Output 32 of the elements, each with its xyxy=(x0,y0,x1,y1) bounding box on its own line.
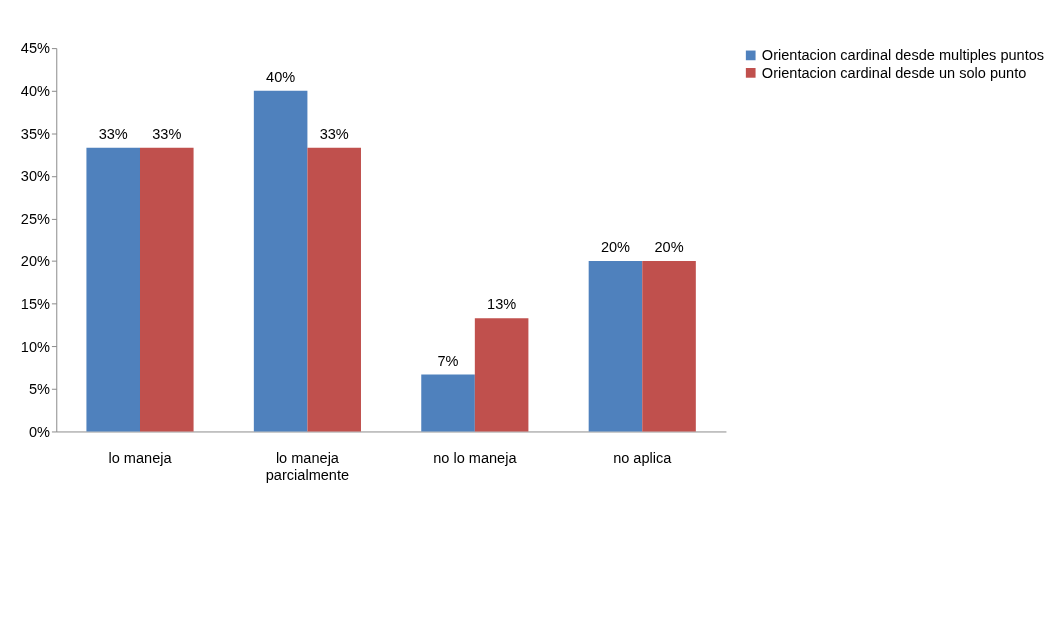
bar xyxy=(421,374,475,432)
bar xyxy=(307,147,361,432)
y-tick-label: 0% xyxy=(28,423,51,440)
y-tick-label: 5% xyxy=(28,381,51,398)
data-label: 33% xyxy=(152,126,182,143)
x-tick-label: lo maneja parcialmente xyxy=(265,450,350,483)
bar xyxy=(474,318,529,432)
data-label: 33% xyxy=(319,126,349,143)
y-tick-label: 10% xyxy=(20,338,51,355)
bar xyxy=(588,261,643,432)
y-tick-label: 35% xyxy=(20,125,51,142)
bar xyxy=(86,147,140,432)
data-label: 13% xyxy=(487,296,517,313)
data-label: 7% xyxy=(437,352,459,369)
x-tick-label: no aplica xyxy=(613,450,673,467)
data-label: 20% xyxy=(600,239,631,256)
legend-label: Orientacion cardinal desde multiples puntos xyxy=(761,47,1045,64)
x-tick-label: no lo maneja xyxy=(433,450,518,467)
bar xyxy=(140,147,194,432)
y-tick-label: 45% xyxy=(20,40,51,57)
data-label: 40% xyxy=(266,68,296,85)
bar xyxy=(642,261,696,432)
legend-label: Orientacion cardinal desde un solo punto xyxy=(761,64,1027,81)
y-tick-label: 25% xyxy=(20,210,51,227)
y-tick-label: 30% xyxy=(20,168,51,185)
y-tick-label: 20% xyxy=(20,253,51,270)
bar xyxy=(253,90,308,432)
y-tick-label: 40% xyxy=(20,83,51,100)
data-label: 33% xyxy=(98,126,128,143)
x-tick-label: lo maneja xyxy=(108,450,173,467)
data-label: 20% xyxy=(654,239,684,256)
y-tick-label: 15% xyxy=(20,296,51,313)
